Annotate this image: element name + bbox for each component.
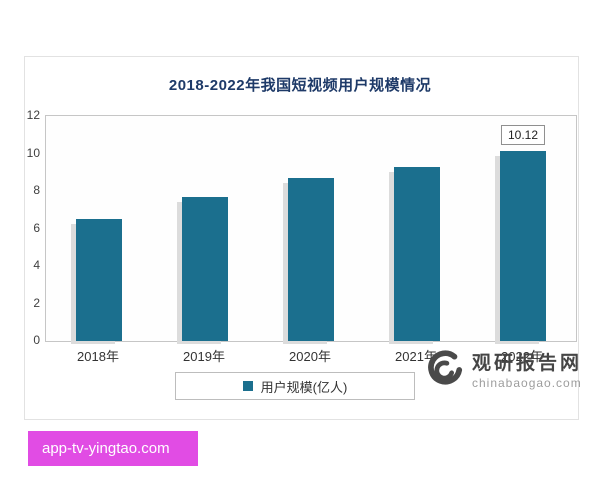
y-axis: 0 2 4 6 8 10 12 — [8, 109, 40, 346]
x-tick-label: 2021年 — [395, 349, 437, 364]
x-tick-label: 2020年 — [289, 349, 331, 364]
plot-area: 10.12 — [45, 115, 577, 342]
bar-slot — [152, 116, 258, 341]
y-tick-label: 2 — [33, 295, 40, 310]
legend-label: 用户规模(亿人) — [260, 379, 348, 395]
bar-2022: 10.12 — [500, 125, 546, 341]
y-tick-label: 0 — [33, 333, 40, 347]
bar-slot — [258, 116, 364, 341]
watermark-logo-icon — [426, 350, 464, 393]
bar-value-label: 10.12 — [500, 125, 546, 146]
footer-domain-badge: app-tv-yingtao.com — [28, 431, 198, 466]
watermark-domain: chinabaogao.com — [471, 375, 582, 390]
legend-swatch-icon — [242, 381, 253, 391]
bar-2018 — [76, 219, 122, 341]
x-tick-label: 2022年 — [501, 349, 543, 364]
y-tick-label: 12 — [26, 108, 40, 122]
chart-title: 2018-2022年我国短视频用户规模情况 — [168, 77, 432, 94]
y-tick-label: 6 — [33, 220, 40, 235]
bar-slot: 10.12 — [470, 116, 576, 341]
x-tick-label: 2018年 — [77, 349, 119, 364]
y-tick-label: 4 — [33, 258, 40, 273]
x-tick-label: 2019年 — [183, 349, 225, 364]
watermark-text: 观研报告网 chinabaogao.com — [472, 353, 582, 390]
bar-slot — [364, 116, 470, 341]
watermark-name: 观研报告网 — [471, 352, 582, 374]
bar-2021 — [394, 166, 440, 341]
x-axis: 2018年 2019年 2020年 2021年 2022年 — [45, 346, 575, 365]
watermark: 观研报告网 chinabaogao.com — [426, 350, 582, 393]
bar-2019 — [182, 196, 228, 341]
bar-slot — [46, 116, 152, 341]
y-tick-label: 10 — [26, 145, 40, 160]
y-tick-label: 8 — [33, 183, 40, 198]
bar-2020 — [288, 177, 334, 341]
legend: 用户规模(亿人) — [175, 372, 415, 400]
